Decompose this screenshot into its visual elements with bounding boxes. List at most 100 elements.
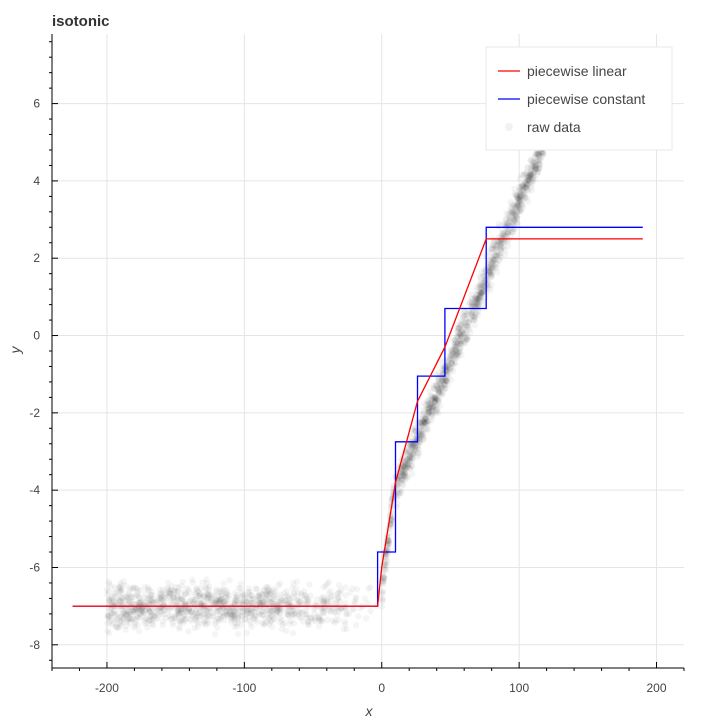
raw-data-point <box>473 299 481 307</box>
raw-data-point <box>511 226 518 233</box>
raw-data-point <box>513 215 521 222</box>
raw-data-point <box>397 487 405 494</box>
raw-data-point <box>473 304 480 311</box>
raw-data-point <box>532 166 539 173</box>
raw-data-point <box>435 396 443 403</box>
raw-data-point <box>233 623 240 630</box>
raw-data-point <box>148 596 156 603</box>
raw-data-point <box>246 588 253 595</box>
raw-data-point <box>456 349 463 357</box>
raw-data-point <box>435 409 442 417</box>
raw-data-point <box>518 198 525 205</box>
raw-data-point <box>251 612 259 619</box>
raw-data-point <box>129 593 136 601</box>
raw-data-point <box>532 165 539 172</box>
raw-data-point <box>172 583 180 591</box>
raw-data-point <box>525 177 533 185</box>
raw-data-point <box>130 600 138 607</box>
raw-data-point <box>146 600 153 607</box>
raw-data-point <box>511 217 518 224</box>
raw-data-point <box>399 476 406 484</box>
raw-data-point <box>259 611 267 619</box>
raw-data-point <box>504 229 512 237</box>
raw-data-point <box>158 592 165 600</box>
raw-data-point <box>261 587 268 594</box>
raw-data-point <box>246 613 254 621</box>
raw-data-point <box>475 301 482 308</box>
raw-data-point <box>504 228 512 236</box>
raw-data-point <box>145 595 152 602</box>
raw-data-point <box>446 365 453 372</box>
raw-data-point <box>127 614 134 622</box>
raw-data-point <box>403 460 411 468</box>
raw-data-point <box>385 540 392 547</box>
raw-data-point <box>320 598 328 605</box>
raw-data-point <box>458 335 465 342</box>
raw-data-point <box>180 608 187 616</box>
raw-data-point <box>451 341 458 349</box>
raw-data-point <box>518 171 526 178</box>
raw-data-point <box>477 289 484 296</box>
raw-data-point <box>299 618 307 625</box>
raw-data-point <box>211 620 218 627</box>
raw-data-point <box>426 388 433 396</box>
raw-data-point <box>363 615 370 622</box>
raw-data-point <box>521 194 529 201</box>
raw-data-point <box>433 395 440 403</box>
raw-data-point <box>456 345 463 352</box>
raw-data-point <box>412 444 420 451</box>
raw-data-point <box>147 591 155 599</box>
raw-data-point <box>171 588 179 595</box>
raw-data-point <box>123 593 131 600</box>
raw-data-point <box>432 407 440 415</box>
raw-data-point <box>526 173 533 180</box>
raw-data-point <box>114 614 121 622</box>
raw-data-point <box>132 606 139 614</box>
raw-data-point <box>141 583 149 591</box>
raw-data-point <box>281 620 288 627</box>
raw-data-point <box>435 389 443 396</box>
raw-data-point <box>188 608 195 615</box>
raw-data-point <box>170 594 177 601</box>
raw-data-point <box>223 607 230 615</box>
raw-data-point <box>239 600 246 608</box>
raw-data-point <box>424 420 432 427</box>
raw-data-point <box>473 287 480 295</box>
raw-data-point <box>428 404 436 411</box>
raw-data-point <box>479 285 487 293</box>
raw-data-point <box>442 376 449 384</box>
raw-data-point <box>307 614 315 622</box>
raw-data-point <box>432 409 439 416</box>
raw-data-point <box>365 585 372 592</box>
raw-data-point <box>509 218 517 226</box>
raw-data-point <box>192 609 199 616</box>
raw-data-point <box>385 540 393 547</box>
raw-data-point <box>528 170 535 177</box>
raw-data-point <box>380 579 387 586</box>
raw-data-point <box>112 589 120 596</box>
raw-data-point <box>485 269 493 277</box>
raw-data-point <box>335 581 343 589</box>
raw-data-point <box>517 190 524 197</box>
raw-data-point <box>494 248 502 256</box>
raw-data-point <box>180 612 188 619</box>
raw-data-point <box>476 282 484 290</box>
raw-data-point <box>535 160 542 167</box>
raw-data-point <box>506 217 513 225</box>
raw-data-point <box>494 238 502 245</box>
raw-data-point <box>225 609 232 616</box>
raw-data-point <box>495 251 502 259</box>
raw-data-point <box>423 415 430 422</box>
raw-data-point <box>406 454 413 461</box>
raw-data-point <box>503 238 511 245</box>
raw-data-point <box>239 605 247 612</box>
raw-data-point <box>260 608 267 615</box>
raw-data-point <box>262 614 269 622</box>
raw-data-point <box>217 596 224 603</box>
raw-data-point <box>242 616 249 623</box>
raw-data-point <box>517 184 524 191</box>
raw-data-point <box>297 590 305 597</box>
raw-data-point <box>435 369 443 376</box>
raw-data-point <box>268 607 276 615</box>
raw-data-point <box>127 619 134 626</box>
